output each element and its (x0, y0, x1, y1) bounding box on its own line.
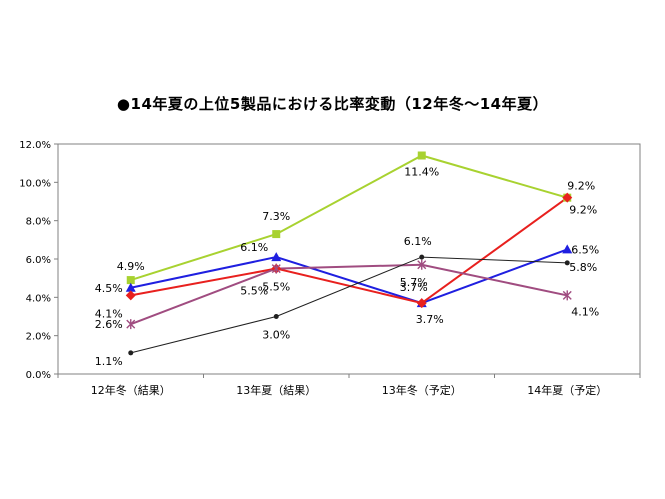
data-label: 5.7% (400, 276, 428, 289)
series-line (130, 256, 568, 354)
data-label: 3.7% (400, 281, 428, 294)
data-label: 4.5% (95, 282, 123, 295)
data-label: 11.4% (404, 166, 439, 179)
series-line (130, 196, 568, 305)
data-label: 6.5% (571, 243, 599, 256)
data-point (562, 244, 573, 254)
data-point (126, 319, 136, 330)
y-tick-label: 0.0% (26, 370, 51, 381)
data-point (125, 290, 136, 301)
data-label: 9.2% (569, 204, 597, 217)
x-tick-label: 13年冬（予定） (382, 383, 462, 397)
data-label: 5.5% (240, 285, 268, 298)
data-point (562, 290, 572, 301)
data-label: 3.7% (416, 313, 444, 326)
data-label: 4.1% (571, 305, 599, 318)
data-point (125, 282, 136, 292)
data-label: 5.5% (262, 281, 290, 294)
data-point (562, 192, 573, 203)
y-tick-label: 8.0% (26, 217, 51, 228)
data-point (126, 276, 135, 285)
data-point (417, 151, 426, 160)
y-tick-label: 6.0% (26, 255, 51, 266)
series-line (130, 263, 568, 326)
data-point (272, 230, 281, 239)
x-tick-label: 14年夏（予定） (527, 383, 607, 397)
data-label: 4.9% (117, 260, 145, 273)
plot-area (57, 143, 641, 375)
data-label: 3.0% (262, 329, 290, 342)
data-point (417, 259, 427, 270)
data-point (419, 254, 425, 260)
data-label: 1.1% (95, 355, 123, 368)
chart-title: ●14年夏の上位5製品における比率変動（12年冬～14年夏） (116, 95, 549, 113)
data-label: 5.8% (569, 261, 597, 274)
series-line (130, 248, 568, 305)
data-label: 2.6% (95, 318, 123, 331)
y-tick-label: 10.0% (19, 178, 51, 189)
data-point (271, 252, 282, 262)
data-point (128, 350, 134, 356)
x-tick-label: 12年冬（結果） (91, 383, 171, 397)
data-label: 6.1% (404, 235, 432, 248)
data-point (271, 263, 281, 274)
y-tick-label: 4.0% (26, 293, 51, 304)
data-label: 7.3% (262, 210, 290, 223)
series-line (130, 154, 568, 282)
data-label: 4.1% (95, 307, 123, 320)
data-point (416, 298, 427, 309)
data-point (273, 314, 279, 319)
x-tick-label: 13年夏（結果） (236, 383, 316, 397)
y-tick-label: 2.0% (26, 332, 51, 343)
y-tick-label: 12.0% (19, 140, 51, 151)
data-point (564, 260, 570, 266)
data-label: 9.2% (567, 180, 595, 193)
data-label: 6.1% (240, 241, 268, 254)
